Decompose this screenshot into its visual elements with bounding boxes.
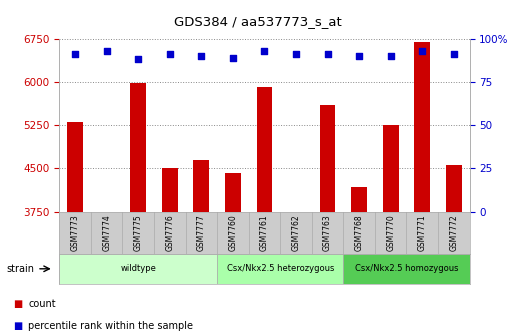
Bar <box>225 173 241 212</box>
Text: GSM7773: GSM7773 <box>71 214 79 251</box>
Bar <box>59 254 217 284</box>
Bar <box>162 168 178 212</box>
Text: ■: ■ <box>13 321 22 331</box>
Point <box>418 48 426 53</box>
Text: percentile rank within the sample: percentile rank within the sample <box>28 321 194 331</box>
Text: count: count <box>28 299 56 309</box>
Text: wildtype: wildtype <box>120 264 156 273</box>
Text: GSM7775: GSM7775 <box>134 214 143 251</box>
Point <box>355 53 363 59</box>
Text: Csx/Nkx2.5 homozygous: Csx/Nkx2.5 homozygous <box>354 264 458 273</box>
Text: GSM7761: GSM7761 <box>260 214 269 251</box>
Point <box>134 57 142 62</box>
Text: GSM7762: GSM7762 <box>292 214 300 251</box>
Point <box>71 51 79 57</box>
Point <box>229 55 237 60</box>
Bar <box>131 83 146 212</box>
Text: GSM7777: GSM7777 <box>197 214 206 251</box>
Bar <box>320 105 335 212</box>
Bar <box>383 125 398 212</box>
Text: GSM7763: GSM7763 <box>323 214 332 251</box>
Point <box>261 48 269 53</box>
Bar <box>351 187 367 212</box>
Bar <box>67 122 83 212</box>
Point <box>324 51 332 57</box>
Text: GDS384 / aa537773_s_at: GDS384 / aa537773_s_at <box>174 15 342 28</box>
Text: GSM7768: GSM7768 <box>354 214 364 251</box>
Text: GSM7776: GSM7776 <box>165 214 174 251</box>
Bar <box>343 254 470 284</box>
Bar <box>194 160 209 212</box>
Point <box>449 51 458 57</box>
Text: strain: strain <box>7 264 35 274</box>
Point <box>197 53 205 59</box>
Bar <box>414 42 430 212</box>
Text: GSM7771: GSM7771 <box>418 214 427 251</box>
Bar <box>217 254 343 284</box>
Text: Csx/Nkx2.5 heterozygous: Csx/Nkx2.5 heterozygous <box>227 264 334 273</box>
Text: GSM7774: GSM7774 <box>102 214 111 251</box>
Point <box>386 53 395 59</box>
Text: ■: ■ <box>13 299 22 309</box>
Text: GSM7772: GSM7772 <box>449 214 458 251</box>
Bar <box>256 86 272 212</box>
Point <box>292 51 300 57</box>
Text: GSM7760: GSM7760 <box>229 214 237 251</box>
Bar <box>446 165 462 212</box>
Text: GSM7770: GSM7770 <box>386 214 395 251</box>
Point <box>166 51 174 57</box>
Point <box>103 48 111 53</box>
